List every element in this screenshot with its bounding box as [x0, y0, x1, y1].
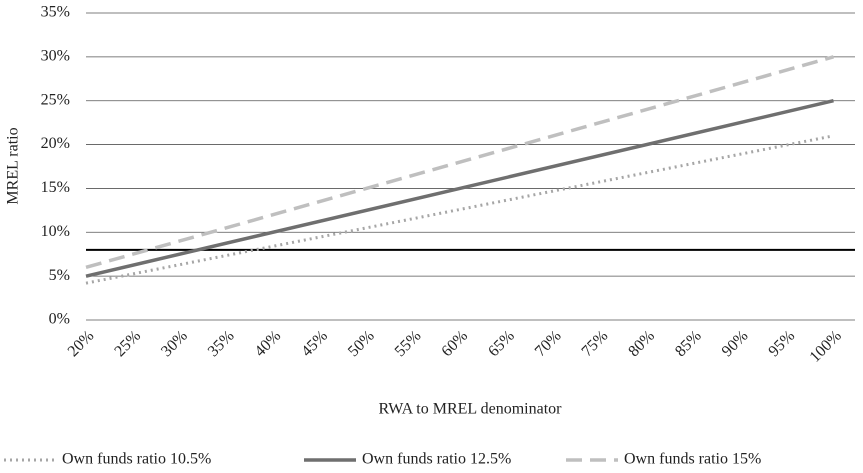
- y-tick-label: 15%: [41, 179, 70, 196]
- x-tick-label: 20%: [65, 327, 98, 360]
- y-tick-label: 20%: [41, 135, 70, 152]
- x-tick-label: 35%: [205, 327, 238, 360]
- y-tick-label: 5%: [49, 267, 70, 284]
- y-tick-label: 0%: [49, 311, 70, 328]
- y-tick-label: 10%: [41, 223, 70, 240]
- series-line: [85, 55, 834, 270]
- legend-label: Own funds ratio 15%: [624, 451, 761, 468]
- x-tick-label: 55%: [392, 327, 425, 360]
- x-tick-label: 90%: [719, 327, 752, 360]
- series-line: [85, 134, 834, 285]
- x-tick-label: 80%: [625, 327, 658, 360]
- series-line: [85, 99, 834, 278]
- x-axis-title: RWA to MREL denominator: [379, 401, 563, 418]
- x-tick-label: 100%: [807, 327, 845, 365]
- x-tick-label: 85%: [672, 327, 705, 360]
- y-tick-label: 35%: [41, 4, 70, 21]
- x-tick-label: 95%: [765, 327, 798, 360]
- x-tick-label: 70%: [532, 327, 565, 360]
- x-tick-label: 60%: [438, 327, 471, 360]
- x-tick-label: 75%: [579, 327, 612, 360]
- x-tick-label: 40%: [252, 327, 285, 360]
- legend-label: Own funds ratio 12.5%: [362, 451, 511, 468]
- legend-label: Own funds ratio 10.5%: [62, 451, 211, 468]
- x-tick-label: 50%: [345, 327, 378, 360]
- x-tick-label: 65%: [485, 327, 518, 360]
- x-tick-label: 45%: [298, 327, 331, 360]
- x-tick-label: 30%: [158, 327, 191, 360]
- x-tick-label: 25%: [111, 327, 144, 360]
- y-tick-label: 25%: [41, 91, 70, 108]
- y-axis-title: MREL ratio: [5, 127, 22, 204]
- y-tick-label: 30%: [41, 48, 70, 65]
